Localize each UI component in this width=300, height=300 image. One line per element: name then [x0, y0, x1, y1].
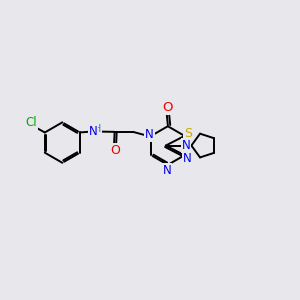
- Text: N: N: [88, 125, 97, 138]
- Text: N: N: [182, 139, 190, 152]
- Text: O: O: [163, 101, 173, 114]
- Text: N: N: [145, 128, 154, 141]
- Text: O: O: [110, 144, 120, 157]
- Text: Cl: Cl: [25, 116, 37, 129]
- Text: N: N: [183, 152, 191, 165]
- Text: N: N: [163, 164, 171, 177]
- Text: S: S: [184, 127, 192, 140]
- Text: H: H: [93, 124, 101, 134]
